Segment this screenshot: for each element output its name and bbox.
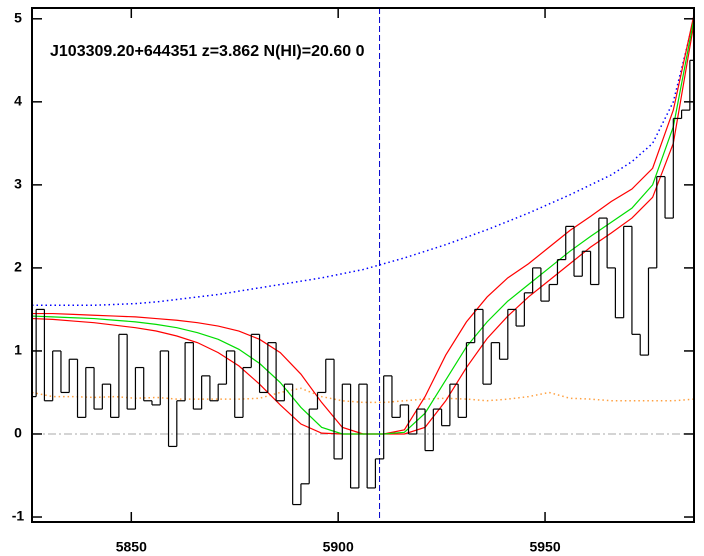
y-tick-label: 2: [14, 259, 22, 275]
model-curve: [32, 14, 694, 435]
y-tick-label: 0: [14, 425, 22, 441]
model-curve: [32, 387, 694, 404]
model-curve: [32, 18, 694, 435]
annotation: J103309.20+644351 z=3.862 N(HI)=20.60 0: [50, 43, 365, 60]
y-tick-label: 4: [14, 93, 22, 109]
x-tick-label: 5950: [529, 539, 560, 555]
x-tick-label: 5900: [323, 539, 354, 555]
y-tick-label: 1: [14, 342, 22, 358]
flux-connector: [35, 60, 691, 505]
model-curve: [32, 18, 694, 307]
y-tick-label: -1: [12, 508, 25, 524]
plot-area: [32, 8, 694, 522]
model-curve: [32, 22, 694, 435]
y-tick-label: 3: [14, 176, 22, 192]
frame: [31, 7, 695, 523]
y-tick-label: 5: [14, 9, 22, 25]
x-tick-label: 5850: [116, 539, 147, 555]
